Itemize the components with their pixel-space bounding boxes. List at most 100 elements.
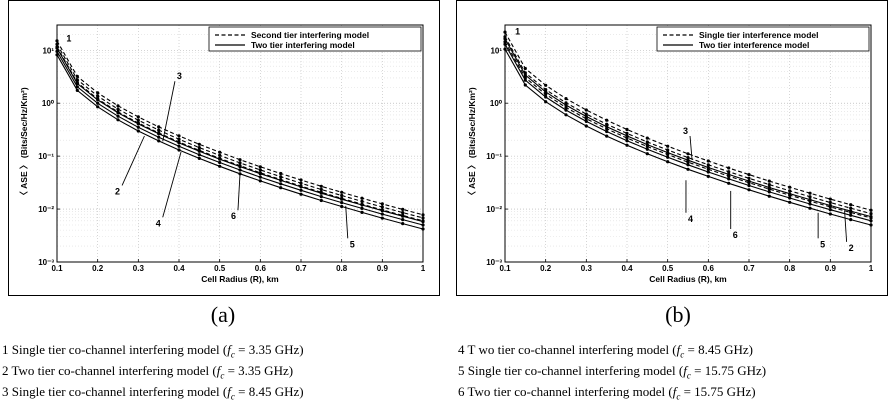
- data-point: [401, 207, 405, 211]
- y-tick-label: 10⁰: [490, 99, 503, 108]
- data-point: [319, 195, 323, 199]
- plot-frame: [56, 24, 424, 263]
- data-point: [360, 196, 364, 200]
- curve-label-4: 4: [156, 218, 161, 228]
- curve-label-leader: [162, 81, 176, 142]
- data-point: [564, 113, 568, 117]
- data-point: [584, 124, 588, 128]
- data-point: [828, 197, 832, 201]
- data-point: [727, 170, 731, 174]
- data-point: [360, 206, 364, 210]
- data-point: [238, 172, 242, 176]
- data-point: [544, 88, 548, 92]
- x-axis-label: Cell Radius (R), km: [649, 274, 727, 284]
- data-point: [75, 78, 79, 82]
- data-point: [75, 85, 79, 89]
- data-point: [319, 198, 323, 203]
- legend-label: Two tier interfering model: [251, 40, 355, 50]
- data-point: [116, 107, 120, 111]
- data-point: [666, 148, 670, 152]
- x-tick-label: 0.3: [133, 264, 145, 273]
- data-point: [727, 166, 731, 170]
- data-point: [645, 144, 649, 149]
- data-point: [421, 213, 425, 217]
- data-point: [828, 200, 832, 205]
- data-point: [869, 216, 873, 220]
- data-point: [767, 183, 771, 187]
- data-point: [340, 196, 344, 200]
- data-point: [808, 191, 812, 195]
- data-point: [747, 176, 751, 180]
- data-point: [75, 88, 79, 92]
- data-point: [340, 204, 344, 209]
- curve-label-4: 4: [688, 214, 693, 224]
- data-point: [645, 140, 649, 144]
- data-point: [55, 42, 59, 46]
- data-point: [340, 190, 344, 194]
- data-point: [666, 152, 670, 157]
- legend-label: Two tier interference model: [699, 40, 809, 50]
- data-point: [299, 178, 303, 182]
- data-point: [544, 90, 548, 94]
- data-point: [279, 182, 283, 186]
- legend-label: Second tier interfering model: [251, 30, 369, 40]
- data-point: [319, 190, 323, 194]
- data-point: [788, 196, 792, 200]
- data-point: [258, 171, 262, 175]
- grid-lines: [56, 24, 424, 263]
- data-point: [869, 212, 873, 216]
- data-point: [747, 183, 751, 188]
- data-point: [157, 128, 161, 132]
- curve-label-leader: [689, 135, 693, 160]
- data-point: [96, 97, 100, 101]
- data-point: [401, 213, 405, 217]
- data-point: [503, 35, 507, 39]
- data-point: [258, 175, 262, 179]
- data-point: [523, 71, 527, 75]
- data-point: [788, 189, 792, 193]
- data-point: [218, 160, 222, 165]
- data-point: [157, 139, 161, 143]
- curve-label-5: 5: [350, 239, 355, 249]
- data-point: [380, 208, 384, 212]
- data-point: [706, 163, 710, 167]
- data-point: [279, 178, 283, 182]
- data-point: [849, 210, 853, 215]
- data-point: [197, 156, 201, 160]
- x-tick-label: 0.6: [703, 264, 715, 273]
- data-point: [136, 121, 140, 125]
- data-point: [299, 181, 303, 185]
- x-tick-label: 0.9: [377, 264, 389, 273]
- data-point: [238, 164, 242, 168]
- data-point: [55, 49, 59, 54]
- data-point: [767, 194, 771, 198]
- curve-note-item: 6 Two tier co-channel interfering model …: [458, 384, 756, 402]
- data-point: [523, 78, 527, 82]
- data-point: [380, 205, 384, 209]
- x-tick-label: 0.4: [621, 264, 633, 273]
- y-tick-label: 10⁻³: [38, 258, 54, 267]
- data-point: [564, 103, 568, 107]
- data-point: [75, 74, 79, 78]
- data-point: [380, 202, 384, 206]
- chart-a-svg: 0.1 0.2 0.3 0.4 0.5 0.6 0.7 0.8 0.9 1 10⁻³ 10⁻² 10⁻¹…: [19, 24, 426, 284]
- data-point: [238, 158, 242, 162]
- data-point: [584, 112, 588, 116]
- data-point: [706, 174, 710, 178]
- x-tick-label: 0.2: [92, 264, 104, 273]
- curve-label-5: 5: [820, 239, 825, 249]
- data-point: [136, 129, 140, 133]
- curve-note-item: 2 Two tier co-channel interfering model …: [2, 363, 294, 381]
- series-line-4: [56, 51, 424, 226]
- data-point: [788, 200, 792, 204]
- data-point: [544, 100, 548, 104]
- data-point: [116, 110, 120, 114]
- caption-b: (b): [665, 302, 691, 327]
- chart-b-svg: 0.1 0.2 0.3 0.4 0.5 0.6 0.7 0.8 0.9 1 10⁻³ 10⁻² 10⁻¹…: [467, 24, 874, 284]
- y-tick-label: 10⁻¹: [486, 152, 502, 161]
- data-point: [96, 105, 100, 109]
- data-point: [136, 115, 140, 119]
- data-point: [380, 212, 384, 216]
- data-point: [503, 47, 507, 51]
- data-point: [177, 148, 181, 152]
